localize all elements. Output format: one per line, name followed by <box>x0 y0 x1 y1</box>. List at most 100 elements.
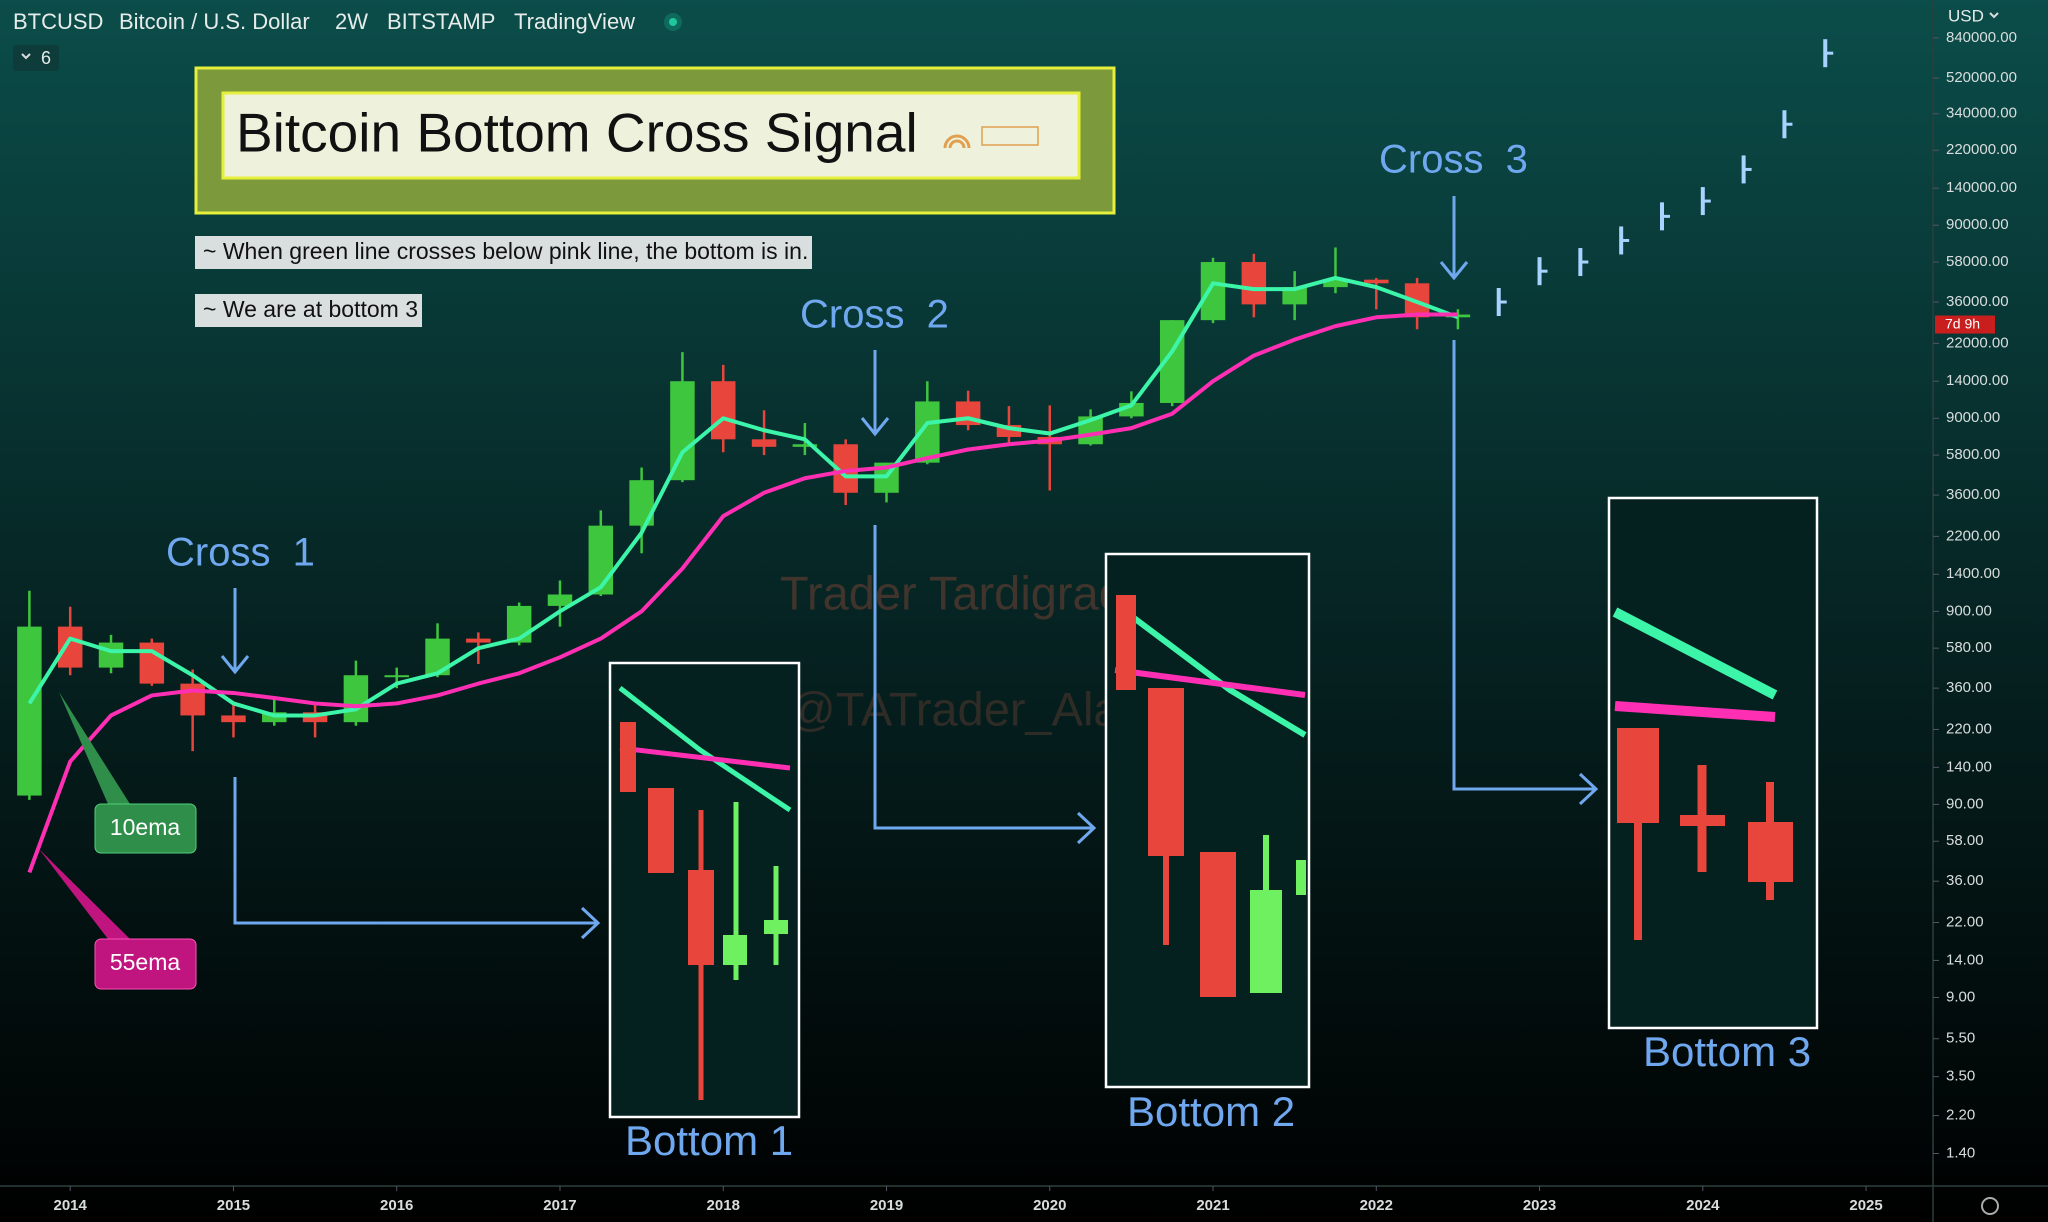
candle-body <box>139 642 165 684</box>
inset-frame <box>1104 552 1311 1089</box>
y-tick-label: 9.00 <box>1946 988 1975 1005</box>
indicators-toggle[interactable] <box>13 45 59 71</box>
inset-ema <box>1114 667 1306 698</box>
status-dot-core <box>669 18 677 26</box>
y-tick-label: 36.00 <box>1946 872 1984 889</box>
candle-body <box>384 675 409 678</box>
candle-body <box>792 444 818 447</box>
y-tick-label: 22000.00 <box>1946 334 2009 351</box>
legend-label: 10ema <box>110 814 181 840</box>
x-tick-label: 2016 <box>380 1197 413 1214</box>
chart-title: Bitcoin Bottom Cross Signal <box>236 102 918 164</box>
y-tick-label: 5800.00 <box>1946 446 2000 463</box>
ema-line <box>27 275 1459 718</box>
x-tick-label: 2018 <box>707 1197 740 1214</box>
countdown: 7d 9h <box>1945 315 1980 331</box>
label-pointer <box>59 692 130 804</box>
y-tick-label: 14.00 <box>1946 951 1984 968</box>
arrow <box>233 777 601 940</box>
y-tick-label: 3.50 <box>1946 1068 1975 1085</box>
bottom-label: Bottom 1 <box>625 1117 793 1164</box>
y-tick-label: 140000.00 <box>1946 179 2017 196</box>
y-tick-label: 220.00 <box>1946 720 1992 737</box>
candle-body <box>1323 279 1348 288</box>
candle-body <box>343 675 369 723</box>
y-tick-label: 14000.00 <box>1946 372 2009 389</box>
exchange: BITSTAMP <box>387 9 495 34</box>
inset-ema <box>1612 607 1778 700</box>
candle-body <box>466 638 491 643</box>
y-tick-label: 90.00 <box>1946 795 1984 812</box>
y-tick-label: 220000.00 <box>1946 141 2017 158</box>
watermark: @TATrader_Alan <box>788 682 1146 735</box>
y-tick-label: 36000.00 <box>1946 293 2009 310</box>
candle-body <box>996 425 1022 437</box>
candle-body <box>547 594 573 606</box>
x-tick-label: 2022 <box>1360 1197 1393 1214</box>
candle-body <box>710 381 736 440</box>
candle-body <box>588 525 614 595</box>
plot <box>17 39 1834 874</box>
y-tick-label: 900.00 <box>1946 602 1992 619</box>
arrow <box>873 525 1097 845</box>
y-tick-label: 520000.00 <box>1946 69 2017 86</box>
y-tick-label: 5.50 <box>1946 1030 1975 1047</box>
x-tick-label: 2017 <box>543 1197 576 1214</box>
chevron <box>1989 12 1999 19</box>
bottom-label: Bottom 3 <box>1643 1028 1811 1075</box>
logo <box>943 134 971 149</box>
logo-box <box>981 126 1039 146</box>
inset-candle <box>1296 860 1306 895</box>
note-bg <box>195 236 812 269</box>
arrow <box>1439 196 1469 281</box>
inset <box>608 661 801 1119</box>
y-tick-label: 1.40 <box>1946 1144 1975 1161</box>
symbol[interactable]: BTCUSD <box>13 9 103 34</box>
title-box: Bitcoin Bottom Cross Signal <box>194 66 1116 215</box>
y-tick-label: 340000.00 <box>1946 105 2017 122</box>
candle-body <box>98 642 124 668</box>
candle-body <box>670 381 695 481</box>
symbol-name: Bitcoin / U.S. Dollar <box>119 9 310 34</box>
countdown-badge <box>1935 315 1995 334</box>
y-tick-label: 360.00 <box>1946 679 1992 696</box>
candle-body <box>180 683 205 716</box>
x-tick-label: 2019 <box>870 1197 903 1214</box>
x-tick-label: 2021 <box>1196 1197 1229 1214</box>
indicator-count: 6 <box>41 48 51 68</box>
x-tick-label: 2014 <box>54 1197 88 1214</box>
settings-icon[interactable] <box>1981 1197 1999 1215</box>
candle-body <box>1241 262 1267 305</box>
y-tick-label: 90000.00 <box>1946 216 2009 233</box>
title-panel <box>221 91 1081 180</box>
legend-label: 55ema <box>110 949 181 975</box>
y-tick-label: 3600.00 <box>1946 486 2000 503</box>
header: BTCUSD Bitcoin / U.S. Dollar 2W BITSTAMP… <box>13 6 1999 71</box>
inset-candle <box>1116 595 1136 690</box>
arrow <box>220 588 250 675</box>
candle-body <box>751 439 777 447</box>
x-tick-label: 2023 <box>1523 1197 1556 1214</box>
y-tick-label: 2.20 <box>1946 1107 1975 1124</box>
inset-candle <box>1617 728 1659 823</box>
ema-line <box>27 312 1458 874</box>
x-tick-label: 2020 <box>1033 1197 1066 1214</box>
y-tick-label: 22.00 <box>1946 913 1984 930</box>
y-tick-label: 58.00 <box>1946 832 1984 849</box>
inset-candle <box>1148 688 1184 856</box>
cross-label: Cross 2 <box>800 293 949 337</box>
arrow <box>1452 340 1599 806</box>
source: TradingView <box>514 9 635 34</box>
interval[interactable]: 2W <box>335 9 368 34</box>
y-tick-label: 1400.00 <box>1946 565 2000 582</box>
inset <box>1607 496 1819 1030</box>
x-tick-label: 2024 <box>1686 1197 1720 1214</box>
candle-body <box>1364 279 1389 284</box>
candle-body <box>1282 287 1307 305</box>
inset-candle <box>620 722 636 792</box>
note-bg <box>195 294 422 327</box>
y-tick-label: 580.00 <box>1946 639 1992 656</box>
currency[interactable]: USD <box>1948 6 1984 25</box>
chevron <box>21 53 31 60</box>
